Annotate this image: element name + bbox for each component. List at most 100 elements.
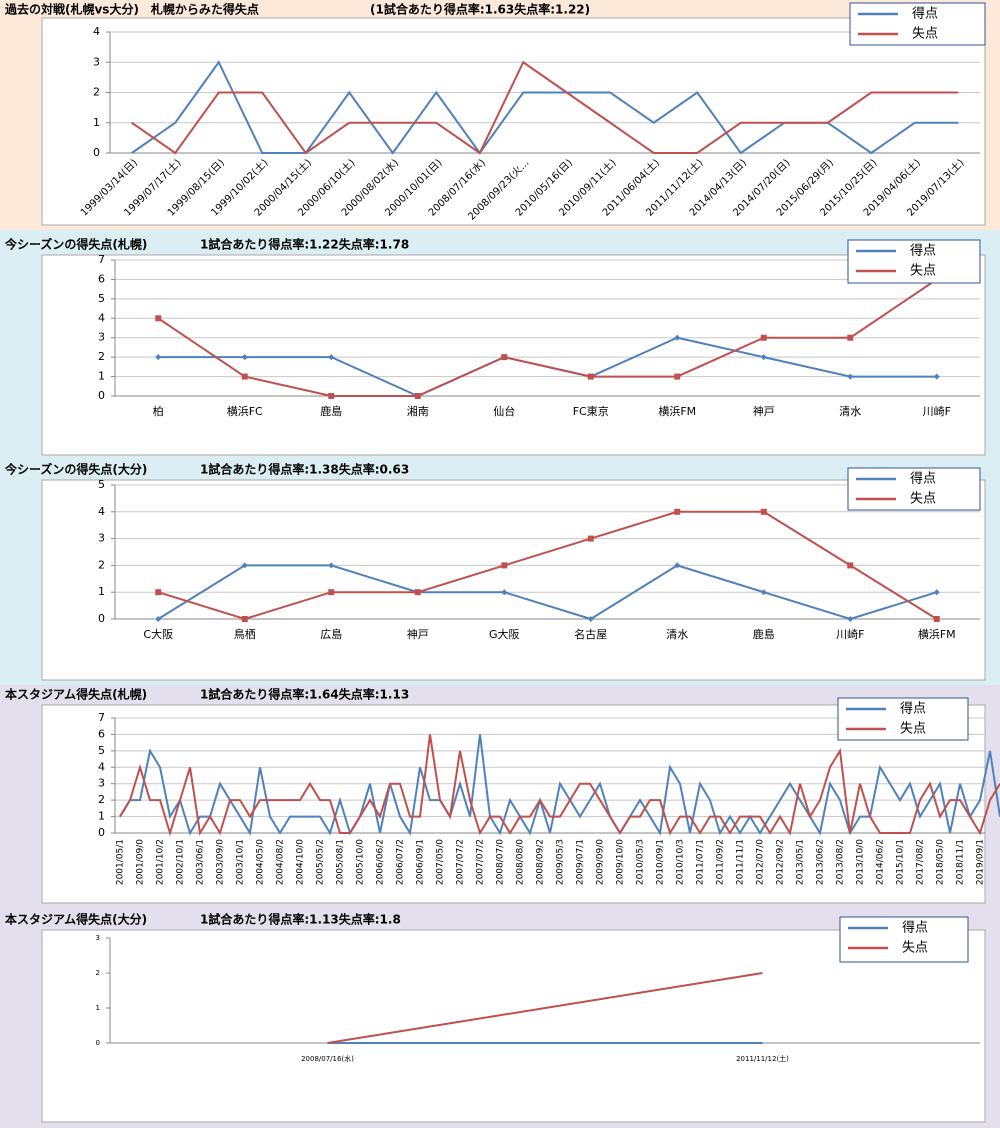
chart-title: 本スタジアム得失点(札幌) <box>5 687 147 702</box>
x-tick-label: 2013/08/2 <box>836 839 846 885</box>
legend-label: 得点 <box>910 471 936 487</box>
marker <box>760 508 767 515</box>
x-tick-label: C大阪 <box>143 627 173 641</box>
x-tick-label: 2005/08/1 <box>336 839 346 885</box>
marker <box>241 354 248 361</box>
x-tick-label: 2013/10/0 <box>856 839 866 885</box>
y-tick-label: 4 <box>98 505 105 518</box>
x-tick-label: 名古屋 <box>574 627 607 641</box>
marker <box>587 373 594 380</box>
x-tick-label: 湘南 <box>407 404 429 418</box>
legend-label: 失点 <box>900 722 926 737</box>
marker <box>501 354 508 361</box>
x-tick-label: 横浜FM <box>918 627 956 641</box>
marker <box>847 616 854 622</box>
y-tick-label: 1 <box>98 810 105 823</box>
x-tick-label: FC東京 <box>573 404 609 418</box>
x-tick-label: 2001/09/0 <box>136 839 146 885</box>
x-tick-label: 横浜FM <box>658 404 696 418</box>
marker <box>414 589 421 596</box>
x-tick-label: 2011/11/1 <box>736 839 746 885</box>
marker <box>328 354 335 361</box>
x-tick-label: 2005/10/0 <box>356 839 366 885</box>
x-tick-label: 2009/09/0 <box>596 839 606 885</box>
x-tick-label: 清水 <box>839 405 861 418</box>
chart-subtitle: 1試合あたり得点率:1.13失点率:1.8 <box>200 912 401 927</box>
x-tick-label: 2018/05/0 <box>936 839 946 885</box>
x-tick-label: 2004/10/0 <box>296 839 306 885</box>
chart-title: 過去の対戦(札幌vs大分) 札幌からみた得失点 <box>4 2 259 17</box>
marker <box>414 393 421 399</box>
series-line <box>131 60 959 155</box>
legend-box <box>839 916 969 963</box>
x-tick-label: 2006/06/2 <box>376 839 386 885</box>
legend-label: 失点 <box>912 27 938 42</box>
legend-label: 得点 <box>902 920 928 936</box>
marker <box>847 334 854 341</box>
marker <box>587 535 594 542</box>
x-tick-label: 2014/06/2 <box>876 839 886 885</box>
x-tick-label: 2007/07/2 <box>476 839 486 885</box>
chart-subtitle: 1試合あたり得点率:1.64失点率:1.13 <box>200 687 409 702</box>
y-tick-label: 5 <box>98 292 105 305</box>
marker <box>760 589 767 596</box>
marker <box>760 334 767 341</box>
x-tick-label: 神戸 <box>407 627 429 641</box>
y-tick-label: 3 <box>93 55 100 68</box>
x-tick-label: 2008/07/0 <box>496 839 506 885</box>
legend-label: 得点 <box>900 701 926 717</box>
chart-title: 本スタジアム得失点(大分) <box>5 912 147 927</box>
marker <box>587 616 594 622</box>
marker <box>155 589 162 596</box>
y-tick-label: 5 <box>98 478 105 491</box>
x-tick-label: 仙台 <box>493 404 515 418</box>
x-tick-label: 2001/10/2 <box>156 839 166 885</box>
marker <box>241 616 248 622</box>
x-tick-label: 鳥栖 <box>234 627 256 641</box>
marker <box>501 589 508 596</box>
x-tick-label: 2011/09/2 <box>716 839 726 885</box>
legend-box <box>847 239 981 284</box>
y-tick-label: 3 <box>98 532 105 545</box>
marker <box>933 373 940 380</box>
marker <box>155 616 162 622</box>
y-tick-label: 0 <box>96 1039 100 1047</box>
y-tick-label: 4 <box>98 760 105 773</box>
series-line <box>157 278 938 397</box>
y-tick-label: 0 <box>93 146 100 159</box>
y-tick-label: 3 <box>96 934 100 942</box>
legend-box <box>847 467 981 511</box>
marker <box>328 589 335 596</box>
y-tick-label: 4 <box>98 311 105 324</box>
marker <box>674 508 681 515</box>
marker <box>155 354 162 361</box>
x-tick-label: 2007/07/2 <box>456 839 466 885</box>
legend-label: 失点 <box>902 941 928 956</box>
x-tick-label: 2008/09/2 <box>536 839 546 885</box>
x-tick-label: 2019/09/1 <box>976 839 986 885</box>
x-tick-label: 2010/05/3 <box>636 839 646 885</box>
y-tick-label: 0 <box>98 389 105 402</box>
x-tick-label: 2009/10/0 <box>616 839 626 885</box>
y-tick-label: 3 <box>98 331 105 344</box>
y-tick-label: 6 <box>98 727 105 740</box>
marker <box>674 373 681 380</box>
marker <box>933 589 940 596</box>
x-tick-label: 2004/08/2 <box>276 839 286 885</box>
x-tick-label: 2002/10/1 <box>176 839 186 885</box>
chart-frame <box>41 254 986 456</box>
x-tick-label: 横浜FC <box>227 404 263 418</box>
y-tick-label: 2 <box>96 969 100 977</box>
marker <box>933 616 940 622</box>
x-tick-label: 2018/11/1 <box>956 839 966 885</box>
y-tick-label: 1 <box>98 370 105 383</box>
y-tick-label: 2 <box>98 350 105 363</box>
x-tick-label: 2017/08/2 <box>916 839 926 885</box>
x-tick-label: 2001/05/1 <box>116 839 126 885</box>
x-tick-label: 2006/09/1 <box>416 839 426 885</box>
x-tick-label: 2009/07/1 <box>576 839 586 885</box>
series-line <box>157 510 938 621</box>
legend-box <box>849 2 986 46</box>
legend-label: 得点 <box>910 243 936 259</box>
